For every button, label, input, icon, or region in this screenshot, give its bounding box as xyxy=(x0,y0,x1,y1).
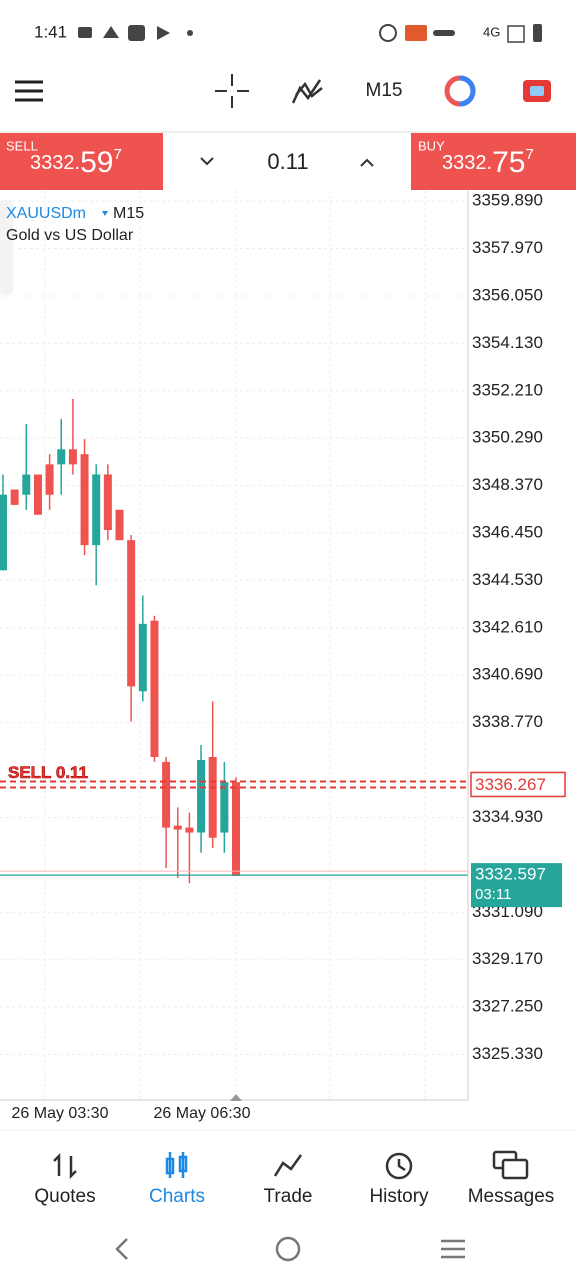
timeframe-button[interactable]: M15 xyxy=(366,80,403,101)
status-time: 1:41 xyxy=(34,22,67,41)
y-tick-label: 3329.170 xyxy=(472,949,543,968)
charts-icon xyxy=(165,1152,188,1178)
volume-up[interactable] xyxy=(360,158,374,167)
y-tick-label: 3356.050 xyxy=(472,285,543,304)
price-sup: 7 xyxy=(113,146,121,163)
volume[interactable]: 0.11 xyxy=(267,149,308,174)
time-marker xyxy=(230,1094,242,1101)
candle-body xyxy=(127,540,136,687)
buy-label: BUY xyxy=(418,138,445,153)
status-network: 4G xyxy=(483,24,500,39)
trade-button[interactable] xyxy=(523,80,551,102)
candle-body xyxy=(197,759,206,833)
objects-button[interactable] xyxy=(444,75,476,107)
sell-price: 3332.597 xyxy=(30,146,122,179)
candle-body xyxy=(173,825,182,830)
price-sup: 7 xyxy=(525,146,533,163)
order-price-box xyxy=(470,771,566,798)
home-button[interactable] xyxy=(275,1236,301,1262)
y-tick-label: 3325.330 xyxy=(472,1044,543,1063)
side-handle[interactable] xyxy=(0,200,13,295)
trade-icon xyxy=(273,1154,303,1177)
grid: 3359.890 3357.970 3356.050 3354.130 3352.210… xyxy=(0,190,543,1100)
history-icon xyxy=(385,1152,413,1180)
x-tick-label: 26 May 06:30 xyxy=(154,1105,251,1122)
candle-body xyxy=(232,782,240,877)
nav-label[interactable]: Messages xyxy=(468,1186,555,1207)
y-tick-label: 3334.930 xyxy=(472,807,543,826)
candle-body xyxy=(10,489,19,505)
x-tick-label: 26 May 03:30 xyxy=(12,1105,109,1122)
candle-body xyxy=(68,449,77,465)
volume-down[interactable] xyxy=(200,157,214,166)
y-tick-label: 3346.450 xyxy=(472,522,543,541)
candle-body xyxy=(220,782,229,833)
sell-label: SELL xyxy=(6,138,38,153)
candle-body xyxy=(33,474,42,515)
candle-body xyxy=(22,474,31,495)
buy-button[interactable]: BUY 3332.757 xyxy=(411,133,576,190)
nav-label[interactable]: Charts xyxy=(149,1186,205,1207)
candle-body xyxy=(138,623,147,692)
nav-label[interactable]: Quotes xyxy=(34,1186,95,1207)
y-tick-label: 3327.250 xyxy=(472,997,543,1016)
price-prefix: 3332. xyxy=(442,152,492,174)
messages-icon xyxy=(492,1150,529,1180)
overlay: 26 May 03:30 26 May 06:30 SELL 0.11 3336.26… xyxy=(0,763,566,1122)
buy-price: 3332.757 xyxy=(442,146,534,179)
candle-body xyxy=(150,620,159,757)
y-tick-label: 3354.130 xyxy=(472,333,543,352)
y-tick-label: 3352.210 xyxy=(472,380,543,399)
quotes-icon xyxy=(53,1152,77,1180)
price-prefix: 3332. xyxy=(30,152,80,174)
order-price: 3336.267 xyxy=(475,775,546,794)
y-tick-label: 3340.690 xyxy=(472,665,543,684)
y-tick-label: 3338.770 xyxy=(472,712,543,731)
candle-body xyxy=(80,454,89,546)
sell-button[interactable]: SELL 3332.597 xyxy=(0,133,163,190)
symbol[interactable]: XAUUSDm xyxy=(6,205,86,222)
y-tick-label: 3348.370 xyxy=(472,475,543,494)
nav-label[interactable]: History xyxy=(369,1186,429,1207)
bid-price-box xyxy=(471,863,562,908)
indicators-button[interactable] xyxy=(291,79,323,104)
candle-body xyxy=(208,756,217,838)
candle-body xyxy=(45,464,54,495)
bar-countdown: 03:11 xyxy=(475,886,511,903)
y-tick-label: 3342.610 xyxy=(472,617,543,636)
y-tick-label: 3357.970 xyxy=(472,238,543,257)
nav-label[interactable]: Trade xyxy=(264,1186,313,1207)
price-big: 59 xyxy=(80,146,113,179)
candle-body xyxy=(185,827,194,833)
symbol-dropdown[interactable] xyxy=(102,211,108,216)
y-tick-label: 3359.890 xyxy=(472,191,543,210)
recents-button[interactable] xyxy=(441,1239,465,1259)
candle-body xyxy=(115,509,124,541)
price-big: 75 xyxy=(492,146,525,179)
candle-body xyxy=(162,761,171,828)
chart-timeframe: M15 xyxy=(113,205,144,222)
candles xyxy=(0,398,240,884)
menu-button[interactable] xyxy=(15,80,43,102)
bottom-nav: Quotes Charts Trade History Messages xyxy=(34,1150,555,1207)
candle-body xyxy=(57,449,66,465)
y-tick-label: 3350.290 xyxy=(472,428,543,447)
order-label[interactable]: SELL 0.11 xyxy=(8,763,89,783)
crosshair-button[interactable] xyxy=(215,74,249,108)
status-icons xyxy=(78,24,542,43)
symbol-description: Gold vs US Dollar xyxy=(6,227,134,244)
candle-body xyxy=(0,494,7,571)
y-tick-label: 3344.530 xyxy=(472,570,543,589)
back-button[interactable] xyxy=(115,1238,128,1260)
candle-body xyxy=(103,474,112,531)
candle-body xyxy=(92,474,101,546)
bid-price: 3332.597 xyxy=(475,865,546,884)
